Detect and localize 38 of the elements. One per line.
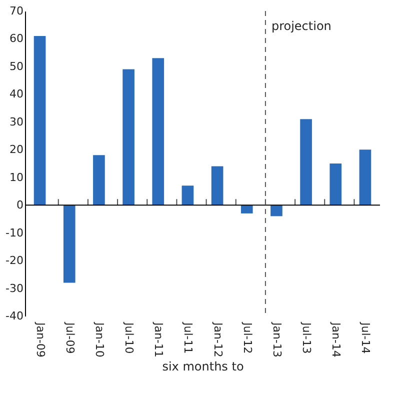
y-tick-label: 20	[10, 143, 24, 156]
x-tick-label: Jan-14	[330, 322, 343, 358]
x-axis-title: six months to	[162, 359, 244, 374]
bar	[34, 36, 46, 206]
bar	[300, 119, 312, 206]
y-tick-label: 0	[16, 198, 24, 212]
x-tick-label: Jul-13	[300, 322, 314, 354]
x-tick-label: Jul-14	[359, 322, 372, 354]
x-tick-label: Jul-10	[122, 322, 136, 354]
y-tick-label: 40	[10, 88, 24, 101]
y-tick-label: -20	[6, 254, 24, 268]
y-tick-label: 60	[10, 32, 24, 46]
y-tick-label: 70	[10, 4, 24, 18]
x-tick-label: Jan-10	[92, 322, 106, 358]
x-tick-label: Jan-09	[34, 322, 47, 358]
x-tick-label: Jul-09	[63, 322, 76, 354]
bar	[182, 186, 194, 206]
bar	[330, 164, 342, 206]
x-tick-label: Jul-12	[240, 322, 254, 354]
x-tick-label: Jan-11	[152, 322, 166, 358]
y-tick-label: -10	[6, 226, 24, 240]
bar	[270, 205, 282, 216]
y-tick-label: -40	[6, 310, 24, 322]
bar	[63, 205, 76, 283]
bar	[152, 58, 164, 206]
bar	[122, 69, 134, 206]
bar	[359, 150, 372, 206]
bar	[240, 205, 253, 214]
bar	[211, 166, 224, 206]
x-tick-label: Jan-12	[211, 322, 224, 358]
ref-line-label: projection	[271, 19, 332, 33]
y-tick-label: 10	[10, 170, 24, 184]
bar	[93, 155, 105, 206]
y-tick-label: 50	[10, 60, 24, 73]
y-tick-label: -30	[6, 282, 24, 295]
x-tick-label: Jul-11	[182, 322, 195, 354]
x-tick-label: Jan-13	[270, 322, 284, 358]
y-tick-label: 30	[10, 115, 24, 128]
